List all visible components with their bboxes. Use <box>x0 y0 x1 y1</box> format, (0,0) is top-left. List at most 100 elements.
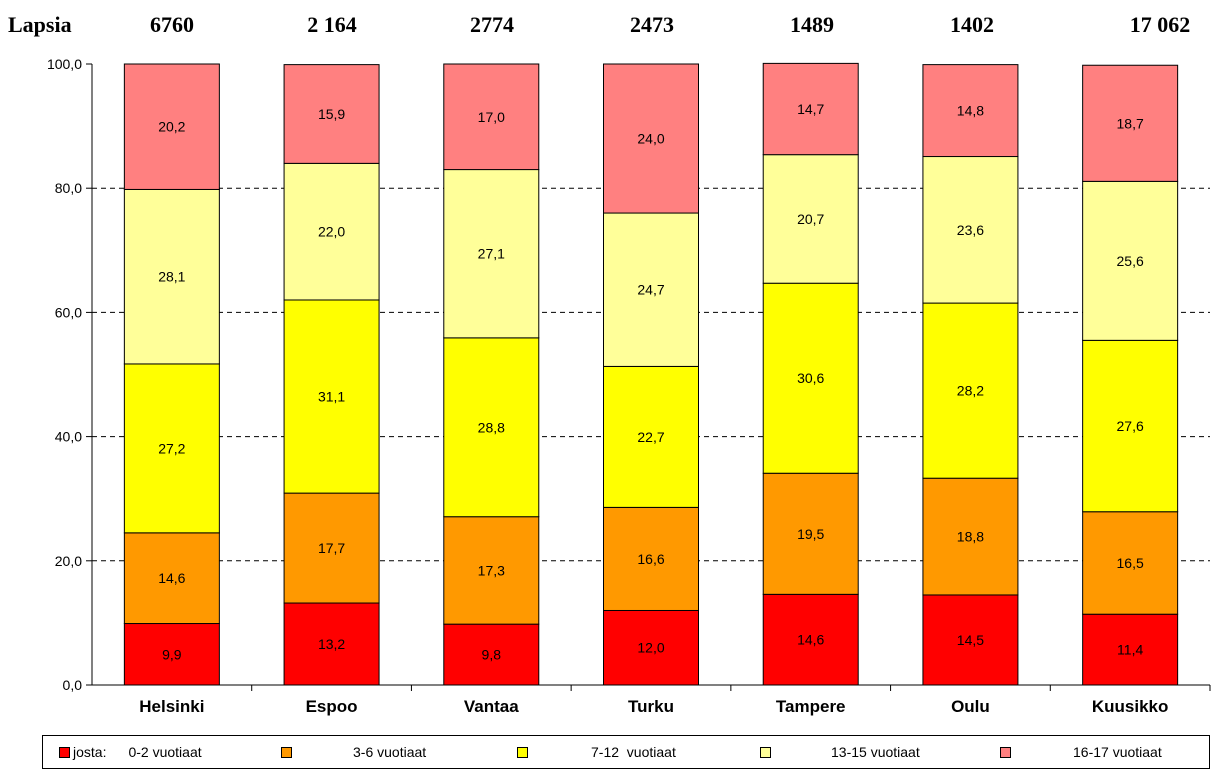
data-label: 28,1 <box>158 269 185 285</box>
legend-label-13-15: 13-15 vuotiaat <box>831 744 920 760</box>
data-label: 12,0 <box>637 640 664 656</box>
bar-segment <box>603 63 699 214</box>
bar-segment <box>123 63 220 190</box>
data-label: 25,6 <box>1117 253 1144 269</box>
data-label: 14,7 <box>797 101 824 117</box>
x-tick-label: Kuusikko <box>1092 697 1169 716</box>
legend-label-0-2: 0-2 vuotiaat <box>128 744 202 760</box>
data-label: 11,4 <box>1117 642 1143 658</box>
data-label: 31,1 <box>318 389 345 405</box>
bar-segment <box>762 593 859 686</box>
data-label: 16,6 <box>637 551 664 567</box>
bar-segment <box>443 623 540 686</box>
bar-segment <box>762 62 859 156</box>
bar-segment <box>603 506 699 611</box>
data-label: 19,5 <box>797 526 824 542</box>
bar-segment <box>283 162 380 301</box>
data-label: 14,6 <box>797 632 824 648</box>
header-count-tampere: 1489 <box>790 12 834 37</box>
header-count-espoo: 2 164 <box>307 12 357 37</box>
bar-segment <box>1082 613 1179 686</box>
bar-segment <box>283 64 380 164</box>
legend-swatch-16-17 <box>1000 746 1011 758</box>
header-count-kuusikko: 17 062 <box>1129 12 1191 37</box>
y-tick-label: 40,0 <box>55 429 82 445</box>
data-label: 22,7 <box>637 429 664 445</box>
stacked-bar-chart: 0,0 20,0 40,0 60,0 80,0 100,0 9,9 14,6 27,2 28,1 2… <box>47 56 1211 716</box>
legend-item-13-15: 13-15 vuotiaat <box>760 744 920 760</box>
bar-segment <box>922 594 1019 686</box>
y-tick-label: 100,0 <box>47 56 82 72</box>
data-label: 18,8 <box>957 529 984 545</box>
data-label: 17,3 <box>478 562 505 578</box>
header-label: Lapsia <box>8 12 72 37</box>
bar-segment <box>603 365 699 508</box>
data-label: 15,9 <box>318 106 345 122</box>
legend-swatch-7-12 <box>517 746 528 758</box>
data-label: 14,6 <box>158 570 185 586</box>
data-label: 28,8 <box>478 419 505 435</box>
data-label: 9,9 <box>162 646 182 662</box>
data-label: 24,0 <box>637 131 664 147</box>
bar-segment <box>123 188 220 365</box>
y-tick-label: 0,0 <box>63 677 83 693</box>
data-label: 13,2 <box>318 636 345 652</box>
x-tick-label: Espoo <box>306 697 358 716</box>
header-count-vantaa: 2774 <box>470 12 514 37</box>
data-label: 16,5 <box>1117 555 1144 571</box>
data-label: 27,2 <box>158 440 185 456</box>
data-label: 27,6 <box>1117 418 1144 434</box>
x-tick-label: Oulu <box>951 697 990 716</box>
legend-item-0-2: josta: 0-2 vuotiaat <box>59 744 202 760</box>
bar-segment <box>922 477 1019 596</box>
bar-segment <box>283 299 380 494</box>
data-label: 28,2 <box>957 383 984 399</box>
bar-segment <box>443 337 540 518</box>
data-label: 24,7 <box>637 282 664 298</box>
data-label: 27,1 <box>478 246 505 262</box>
legend-label-16-17: 16-17 vuotiaat <box>1073 744 1162 760</box>
data-label: 30,6 <box>797 370 824 386</box>
y-tick-label: 60,0 <box>55 304 82 320</box>
data-label: 20,2 <box>158 119 185 135</box>
bar-segment <box>603 212 699 367</box>
x-tick-label: Turku <box>628 697 674 716</box>
data-label: 23,6 <box>957 222 984 238</box>
bar-segment <box>1082 180 1179 341</box>
bar-segment <box>1082 339 1179 513</box>
data-label: 14,5 <box>957 632 984 648</box>
bar-segment <box>922 156 1019 304</box>
x-tick-label: Tampere <box>776 697 846 716</box>
legend-item-16-17: 16-17 vuotiaat <box>1000 744 1162 760</box>
bar-segment <box>283 492 380 604</box>
x-tick-label: Vantaa <box>464 697 519 716</box>
legend-item-3-6: 3-6 vuotiaat <box>281 744 426 760</box>
data-label: 9,8 <box>482 647 502 663</box>
data-label: 17,7 <box>318 540 345 556</box>
bar-segment <box>1082 511 1179 615</box>
legend: josta: 0-2 vuotiaat 3-6 vuotiaat 7-12 vu… <box>42 735 1210 769</box>
bar-segment <box>443 516 540 625</box>
y-tick-label: 20,0 <box>55 553 82 569</box>
bar-segment <box>762 154 859 284</box>
legend-prefix: josta: <box>73 744 107 760</box>
data-label: 22,0 <box>318 224 345 240</box>
legend-swatch-3-6 <box>281 746 292 758</box>
data-label: 18,7 <box>1117 115 1144 131</box>
bar-segment <box>762 282 859 474</box>
bar-segment <box>123 532 220 625</box>
data-label: 17,0 <box>478 109 505 125</box>
data-label: 14,8 <box>957 103 984 119</box>
legend-label-7-12: 7-12 vuotiaat <box>591 744 676 760</box>
bar-segment <box>1082 64 1179 182</box>
bar-segment <box>443 63 540 171</box>
data-label: 20,7 <box>797 211 824 227</box>
legend-item-7-12: 7-12 vuotiaat <box>517 744 676 760</box>
header-row: Lapsia 6760 2 164 2774 2473 1489 1402 17… <box>0 10 1217 44</box>
legend-swatch-0-2 <box>59 746 70 758</box>
header-count-turku: 2473 <box>630 12 674 37</box>
bar-segment <box>922 64 1019 158</box>
legend-swatch-13-15 <box>760 746 771 758</box>
header-count-helsinki: 6760 <box>150 12 194 37</box>
legend-label-3-6: 3-6 vuotiaat <box>353 744 427 760</box>
